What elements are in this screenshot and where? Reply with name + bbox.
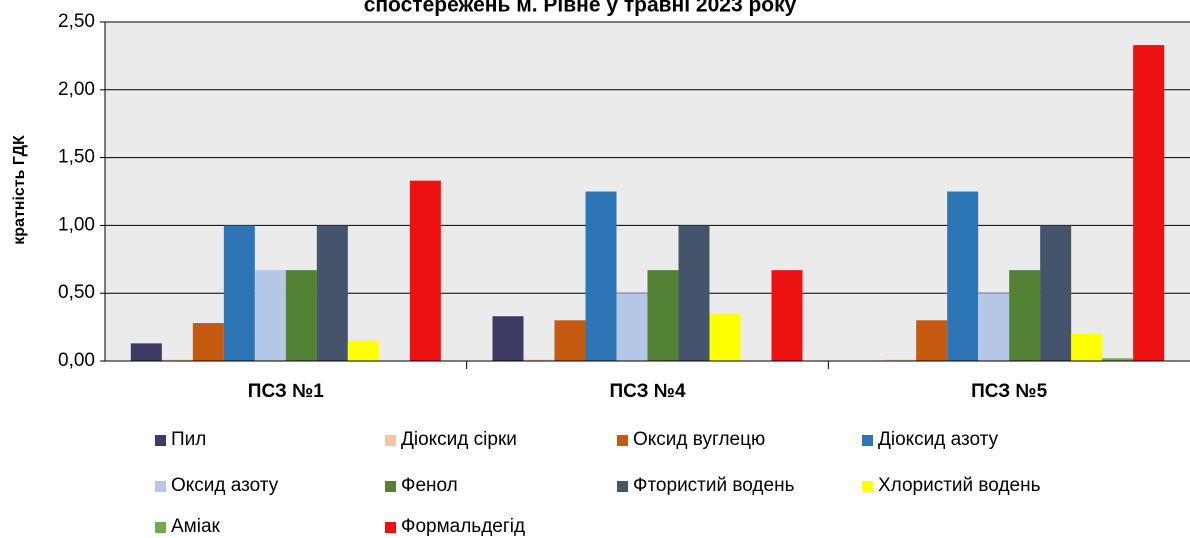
legend-swatch [155, 522, 166, 533]
legend-swatch [862, 481, 873, 492]
bar [678, 225, 710, 361]
legend-swatch [155, 481, 166, 492]
bar [192, 323, 224, 361]
bar [647, 270, 679, 361]
bar [978, 293, 1010, 361]
bar [316, 225, 348, 361]
x-tick-label: ПСЗ №1 [248, 381, 324, 402]
y-tick-label: 1,00 [58, 214, 95, 235]
bar [1102, 358, 1134, 361]
bar [554, 320, 586, 361]
bar [1009, 270, 1041, 361]
y-tick-label: 2,00 [58, 79, 95, 100]
bar [616, 293, 648, 361]
bar [771, 270, 803, 361]
legend-swatch [385, 522, 396, 533]
bar [1071, 333, 1103, 361]
legend-label: Аміак [171, 516, 221, 537]
bar [285, 270, 317, 361]
bar [709, 313, 741, 361]
bar [223, 225, 255, 361]
bar [1133, 45, 1165, 361]
legend-label: Оксид вуглецю [633, 429, 765, 450]
y-tick-label: 0,00 [58, 350, 95, 371]
legend-swatch [385, 435, 396, 446]
y-tick-label: 0,50 [58, 282, 95, 303]
y-tick-label: 1,50 [58, 147, 95, 168]
bar [409, 180, 441, 361]
legend-swatch [155, 435, 166, 446]
bar [947, 191, 979, 361]
legend-swatch [617, 481, 628, 492]
legend-label: Пил [171, 429, 206, 450]
bar [161, 359, 193, 361]
bar [523, 359, 555, 361]
legend-label: Діоксид азоту [878, 429, 999, 450]
bar [130, 343, 162, 361]
legend-swatch [385, 481, 396, 492]
bar [916, 320, 948, 361]
legend-swatch [862, 435, 873, 446]
legend-label: Фенол [401, 475, 458, 496]
legend-label: Фтористий водень [633, 475, 795, 496]
legend-swatch [617, 435, 628, 446]
chart-title: спостережень м. Рівне у травні 2023 року [364, 0, 797, 17]
legend-label: Формальдегід [401, 516, 525, 537]
y-axis-label: кратність ГДК [11, 135, 28, 245]
x-tick-label: ПСЗ №4 [609, 381, 685, 402]
legend-label: Діоксид сірки [401, 429, 517, 450]
bar [254, 270, 286, 361]
bar [347, 340, 379, 361]
legend-label: Оксид азоту [171, 475, 279, 496]
bar [885, 359, 917, 361]
x-tick-label: ПСЗ №5 [971, 381, 1047, 402]
y-tick-label: 2,50 [58, 11, 95, 32]
bar [585, 191, 617, 361]
bar [492, 316, 524, 361]
bar [1040, 225, 1072, 361]
legend-label: Хлористий водень [878, 475, 1041, 496]
